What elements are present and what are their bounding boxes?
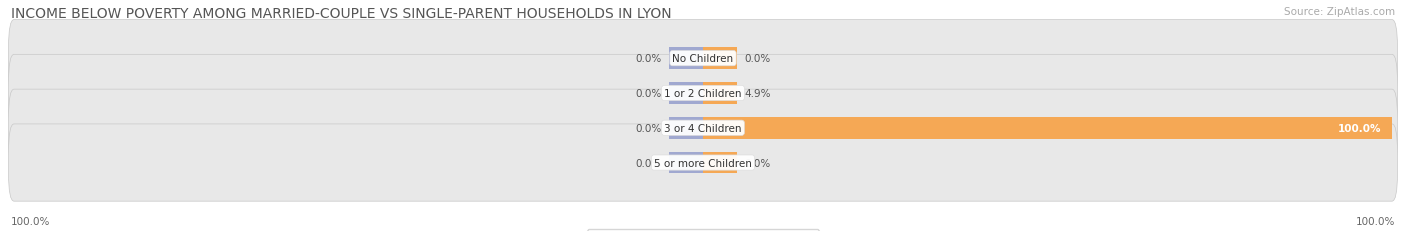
Bar xyxy=(703,152,738,174)
Text: 4.9%: 4.9% xyxy=(744,88,770,99)
Text: 0.0%: 0.0% xyxy=(636,158,662,168)
Text: 0.0%: 0.0% xyxy=(744,54,770,64)
Text: 0.0%: 0.0% xyxy=(636,123,662,133)
FancyBboxPatch shape xyxy=(8,90,1398,167)
Text: Source: ZipAtlas.com: Source: ZipAtlas.com xyxy=(1284,7,1395,17)
Bar xyxy=(669,118,703,139)
Bar xyxy=(669,83,703,104)
Bar xyxy=(703,118,1392,139)
Bar xyxy=(669,48,703,70)
Text: 0.0%: 0.0% xyxy=(636,54,662,64)
Text: 100.0%: 100.0% xyxy=(11,216,51,226)
Text: 5 or more Children: 5 or more Children xyxy=(654,158,752,168)
Text: 100.0%: 100.0% xyxy=(1339,123,1382,133)
Text: 100.0%: 100.0% xyxy=(1355,216,1395,226)
Bar xyxy=(669,152,703,174)
FancyBboxPatch shape xyxy=(8,21,1398,97)
Text: 3 or 4 Children: 3 or 4 Children xyxy=(664,123,742,133)
Text: 0.0%: 0.0% xyxy=(744,158,770,168)
Text: 1 or 2 Children: 1 or 2 Children xyxy=(664,88,742,99)
Text: INCOME BELOW POVERTY AMONG MARRIED-COUPLE VS SINGLE-PARENT HOUSEHOLDS IN LYON: INCOME BELOW POVERTY AMONG MARRIED-COUPL… xyxy=(11,7,672,21)
Bar xyxy=(703,48,738,70)
Bar xyxy=(703,83,738,104)
FancyBboxPatch shape xyxy=(8,55,1398,132)
FancyBboxPatch shape xyxy=(8,124,1398,201)
Text: No Children: No Children xyxy=(672,54,734,64)
Legend: Married Couples, Single Parents: Married Couples, Single Parents xyxy=(586,229,820,231)
Text: 0.0%: 0.0% xyxy=(636,88,662,99)
